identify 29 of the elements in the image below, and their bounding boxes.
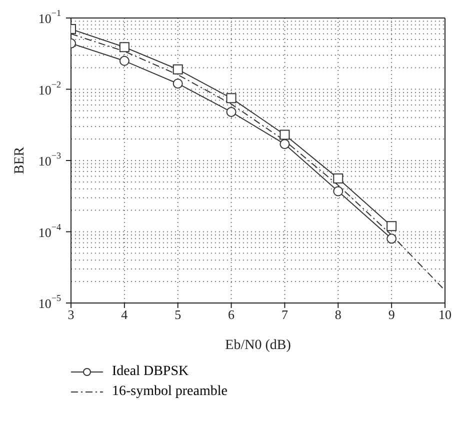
x-tick-label: 7 xyxy=(281,307,288,322)
point xyxy=(333,173,344,184)
point xyxy=(280,139,290,150)
y-axis-title: BER xyxy=(12,146,28,174)
point xyxy=(119,56,130,66)
x-tick-label: 3 xyxy=(68,307,74,322)
x-axis-title: Eb/N0 (dB) xyxy=(225,338,292,353)
point xyxy=(333,186,344,196)
legend-label: Ideal DBPSK xyxy=(112,364,189,380)
y-tick-label: 10$^{−1}$ xyxy=(38,8,61,26)
point xyxy=(386,234,397,244)
x-tick-label: 10 xyxy=(438,307,452,322)
x-tick-label: 6 xyxy=(228,307,236,322)
y-tick-label: 10$^{−2}$ xyxy=(38,79,62,97)
point xyxy=(172,64,183,74)
legend-label: 16-symbol preamble xyxy=(112,384,228,400)
point xyxy=(386,221,397,232)
x-tick-label: 8 xyxy=(334,307,342,322)
y-tick-label: 10$^{−4}$ xyxy=(38,222,62,240)
point xyxy=(226,106,236,117)
point xyxy=(280,130,290,140)
point xyxy=(119,42,130,52)
y-tick-label: 10$^{−5}$ xyxy=(38,293,62,310)
y-tick-label: 10$^{−3}$ xyxy=(38,150,62,168)
x-tick-label: 4 xyxy=(121,307,128,322)
x-tick-label: 9 xyxy=(388,307,395,322)
point xyxy=(226,93,236,104)
x-tick-label: 5 xyxy=(174,307,182,322)
point xyxy=(172,78,183,89)
